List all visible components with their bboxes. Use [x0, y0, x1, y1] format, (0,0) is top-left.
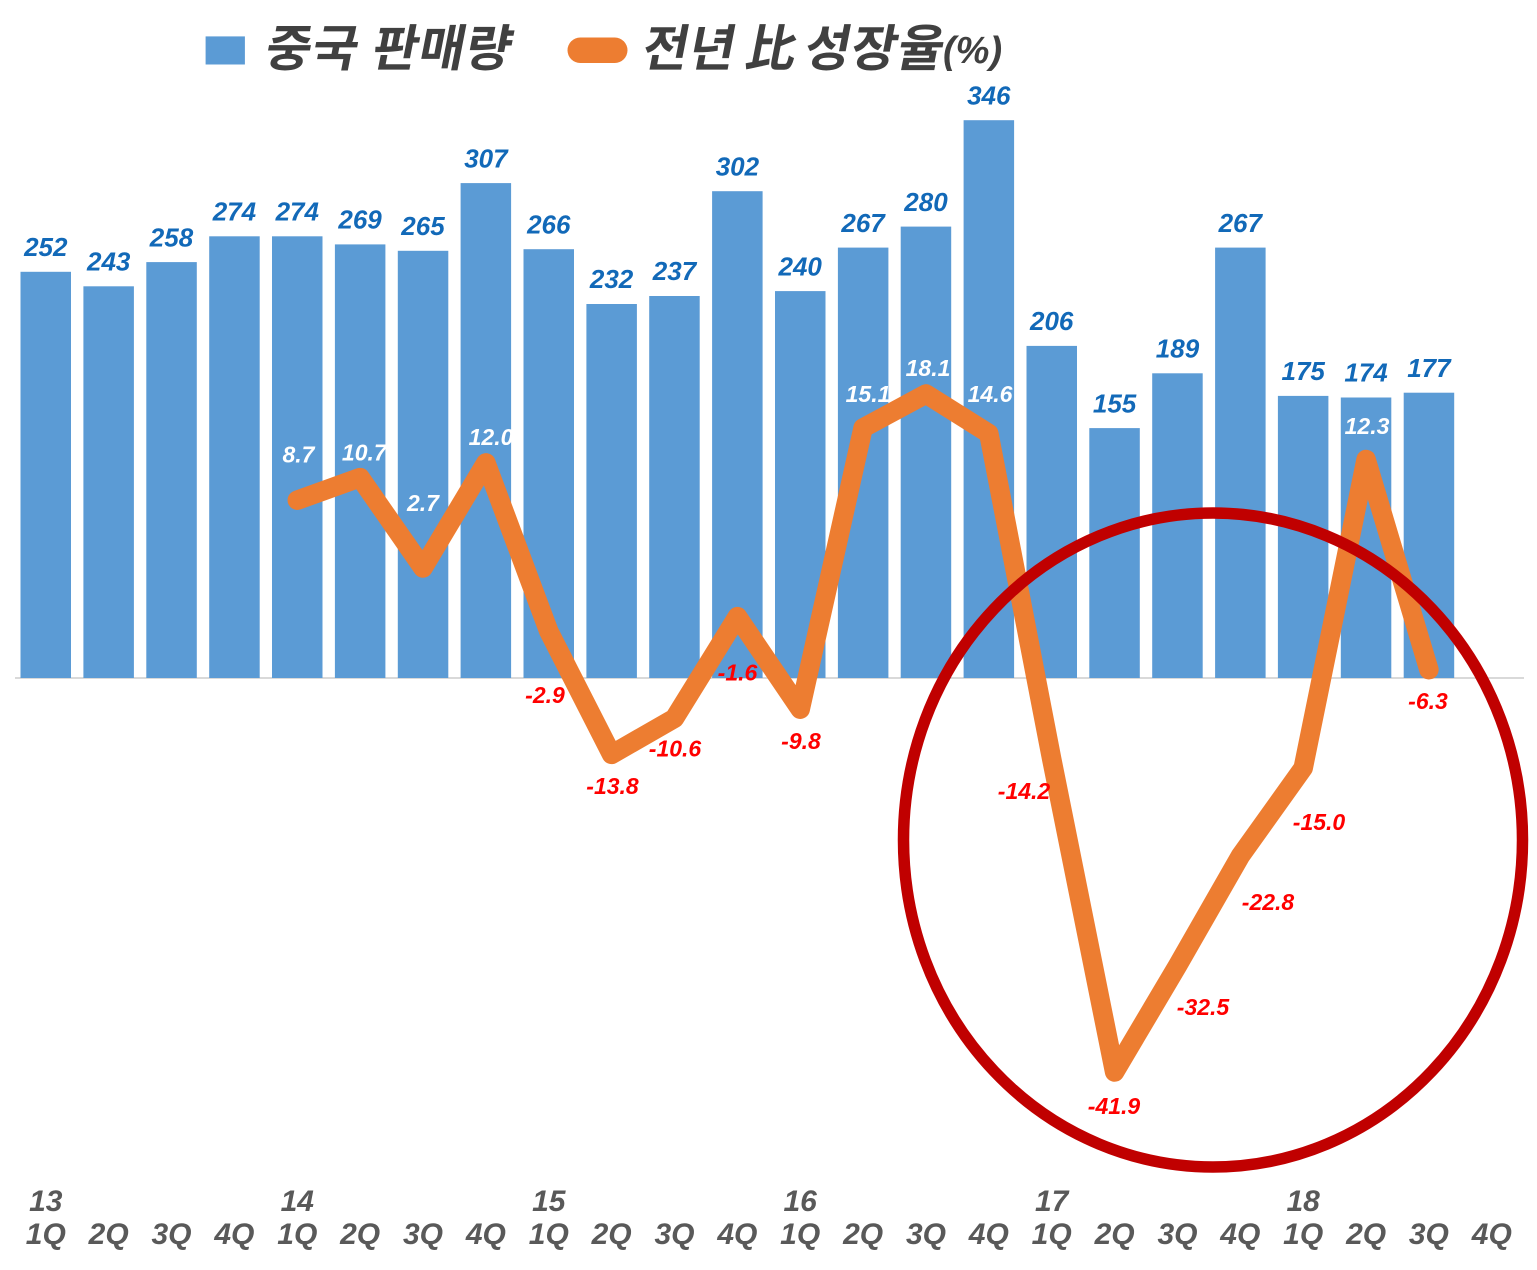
svg-text:237: 237 — [652, 256, 698, 286]
svg-text:14: 14 — [281, 1185, 315, 1218]
svg-text:-41.9: -41.9 — [1088, 1093, 1141, 1119]
svg-text:346: 346 — [967, 80, 1011, 110]
svg-text:18: 18 — [1287, 1185, 1321, 1218]
svg-text:-15.0: -15.0 — [1293, 809, 1346, 835]
svg-text:155: 155 — [1093, 388, 1137, 418]
svg-text:3Q: 3Q — [403, 1218, 443, 1251]
svg-text:243: 243 — [86, 247, 131, 277]
svg-text:12.3: 12.3 — [1345, 413, 1390, 439]
svg-text:-10.6: -10.6 — [649, 735, 702, 761]
svg-text:258: 258 — [149, 222, 194, 252]
svg-text:-6.3: -6.3 — [1408, 688, 1448, 714]
svg-text:2Q: 2Q — [842, 1218, 883, 1251]
svg-text:4Q: 4Q — [1219, 1218, 1260, 1251]
svg-text:265: 265 — [400, 211, 445, 241]
svg-text:267: 267 — [1218, 208, 1264, 238]
svg-text:1Q: 1Q — [1032, 1218, 1072, 1251]
svg-text:2Q: 2Q — [1094, 1218, 1135, 1251]
svg-text:206: 206 — [1029, 306, 1074, 336]
svg-text:267: 267 — [840, 208, 886, 238]
svg-text:13: 13 — [29, 1185, 63, 1218]
svg-text:15.1: 15.1 — [846, 381, 891, 407]
svg-text:12.0: 12.0 — [469, 424, 514, 450]
svg-text:10.7: 10.7 — [342, 440, 388, 466]
svg-text:(%): (%) — [943, 30, 1002, 72]
svg-text:2Q: 2Q — [591, 1218, 632, 1251]
svg-text:252: 252 — [23, 232, 68, 262]
svg-text:175: 175 — [1282, 356, 1326, 386]
svg-text:280: 280 — [903, 187, 948, 217]
svg-text:-32.5: -32.5 — [1177, 994, 1231, 1020]
svg-text:2Q: 2Q — [88, 1218, 129, 1251]
svg-text:3Q: 3Q — [654, 1218, 694, 1251]
svg-text:240: 240 — [778, 251, 823, 281]
svg-text:1Q: 1Q — [277, 1218, 317, 1251]
svg-text:16: 16 — [784, 1185, 818, 1218]
svg-text:15: 15 — [532, 1185, 567, 1218]
svg-text:1Q: 1Q — [26, 1218, 66, 1251]
svg-text:2.7: 2.7 — [406, 490, 440, 516]
svg-text:177: 177 — [1407, 353, 1452, 383]
svg-text:269: 269 — [337, 205, 382, 235]
svg-text:232: 232 — [589, 264, 634, 294]
svg-text:4Q: 4Q — [716, 1218, 757, 1251]
svg-text:-9.8: -9.8 — [781, 728, 821, 754]
svg-text:-14.2: -14.2 — [998, 778, 1051, 804]
svg-text:189: 189 — [1156, 334, 1200, 364]
svg-text:4Q: 4Q — [465, 1218, 506, 1251]
svg-text:2Q: 2Q — [339, 1218, 380, 1251]
svg-text:-13.8: -13.8 — [586, 773, 639, 799]
svg-text:174: 174 — [1344, 358, 1388, 388]
svg-text:266: 266 — [526, 209, 571, 239]
svg-text:3Q: 3Q — [906, 1218, 946, 1251]
svg-text:-22.8: -22.8 — [1242, 889, 1295, 915]
svg-text:3Q: 3Q — [1409, 1218, 1449, 1251]
svg-text:4Q: 4Q — [968, 1218, 1009, 1251]
svg-text:307: 307 — [464, 143, 509, 173]
svg-text:302: 302 — [716, 151, 760, 181]
svg-text:274: 274 — [212, 197, 257, 227]
svg-text:-1.6: -1.6 — [718, 659, 758, 685]
svg-text:2Q: 2Q — [1345, 1218, 1386, 1251]
svg-text:1Q: 1Q — [780, 1218, 820, 1251]
svg-text:-2.9: -2.9 — [525, 682, 565, 708]
svg-text:14.6: 14.6 — [968, 381, 1013, 407]
svg-text:1Q: 1Q — [529, 1218, 569, 1251]
svg-text:1Q: 1Q — [1283, 1218, 1323, 1251]
svg-text:4Q: 4Q — [213, 1218, 254, 1251]
svg-text:8.7: 8.7 — [283, 441, 316, 467]
svg-text:274: 274 — [275, 197, 320, 227]
svg-text:3Q: 3Q — [1157, 1218, 1197, 1251]
svg-text:17: 17 — [1035, 1185, 1070, 1218]
svg-text:18.1: 18.1 — [906, 355, 951, 381]
svg-text:3Q: 3Q — [151, 1218, 191, 1251]
svg-text:4Q: 4Q — [1471, 1218, 1512, 1251]
